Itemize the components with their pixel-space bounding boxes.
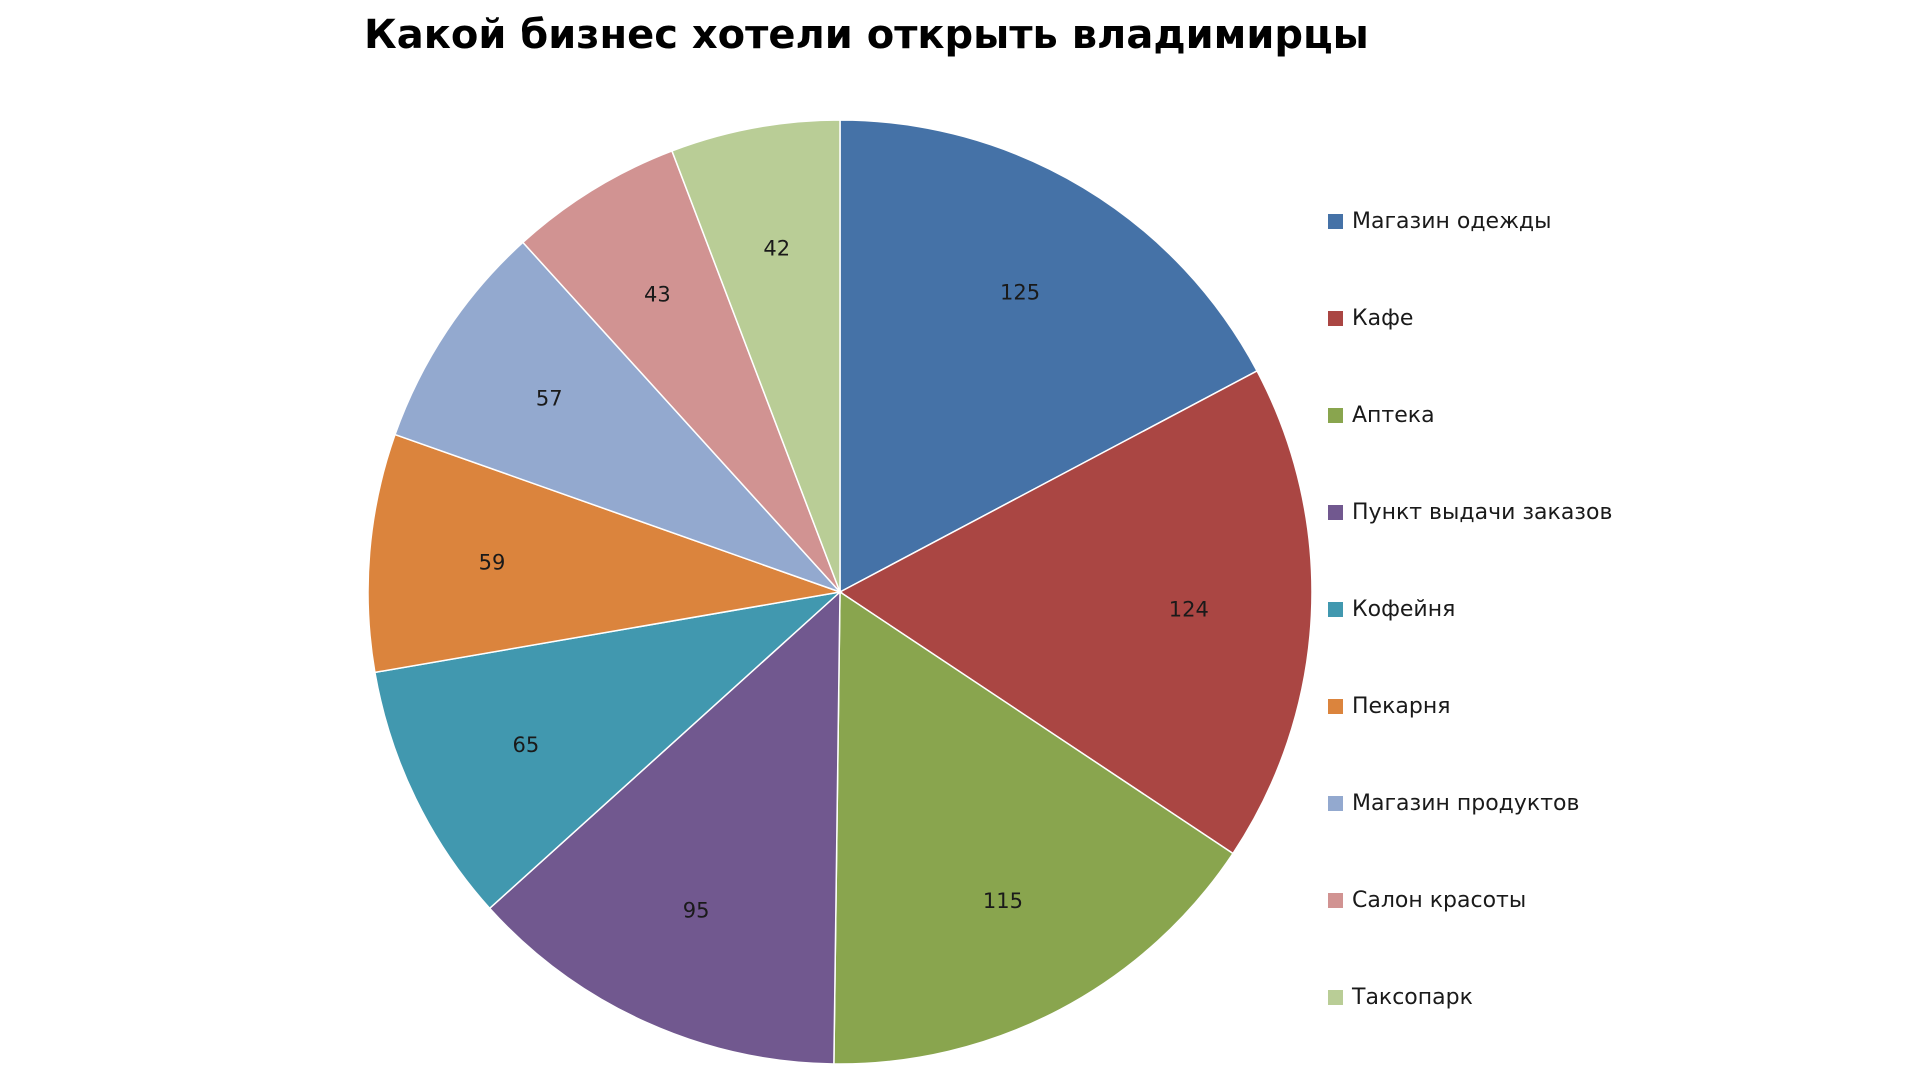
pie-slices [367,119,1313,1065]
legend-label: Магазин одежды [1352,208,1552,234]
legend-swatch [1328,892,1343,908]
pie-slice-8 [670,119,841,593]
legend-label: Пункт выдачи заказов [1352,499,1613,525]
legend-item-3: Пункт выдачи заказов [1328,497,1612,527]
legend: Магазин одежды Кафе Аптека Пункт выдачи зак… [1328,0,1888,1080]
legend-swatch [1328,407,1343,423]
legend-swatch [1328,504,1343,520]
legend-swatch [1328,213,1343,229]
data-label-7: 43 [644,282,671,306]
data-label-4: 65 [513,733,540,757]
legend-item-1: Кафе [1328,303,1413,333]
pie-slice-1 [838,369,1313,855]
legend-swatch [1328,989,1343,1005]
legend-label: Магазин продуктов [1352,790,1580,816]
legend-swatch [1328,698,1343,714]
legend-label: Салон красоты [1352,887,1527,913]
pie-slice-6 [394,241,841,593]
data-label-2: 115 [983,889,1023,913]
legend-label: Пекарня [1352,693,1451,719]
pie-slice-4 [374,590,843,910]
data-label-1: 124 [1169,597,1209,621]
legend-item-2: Аптека [1328,400,1435,430]
chart-title: Какой бизнес хотели открыть владимирцы [364,12,1369,58]
data-label-0: 125 [1000,281,1040,305]
pie-slice-2 [833,590,1234,1065]
pie-data-labels: 125 124 115 95 65 59 57 43 42 [479,236,1209,922]
data-label-3: 95 [683,898,710,922]
data-label-5: 59 [479,551,506,575]
legend-label: Таксопарк [1352,984,1473,1010]
legend-item-5: Пекарня [1328,691,1450,721]
pie-slice-5 [367,433,843,674]
legend-label: Кафе [1352,305,1414,331]
legend-item-7: Салон красоты [1328,885,1526,915]
legend-item-8: Таксопарк [1328,982,1473,1012]
legend-item-0: Магазин одежды [1328,206,1551,236]
pie-slice-3 [488,590,841,1065]
legend-swatch [1328,795,1343,811]
legend-swatch [1328,310,1343,326]
legend-label: Кофейня [1352,596,1456,622]
pie-slice-7 [521,149,841,593]
legend-item-4: Кофейня [1328,594,1455,624]
data-label-8: 42 [763,236,790,260]
legend-item-6: Магазин продуктов [1328,788,1579,818]
legend-label: Аптека [1352,402,1435,428]
legend-swatch [1328,601,1343,617]
data-label-6: 57 [536,387,563,411]
pie-slice-0 [839,119,1259,594]
